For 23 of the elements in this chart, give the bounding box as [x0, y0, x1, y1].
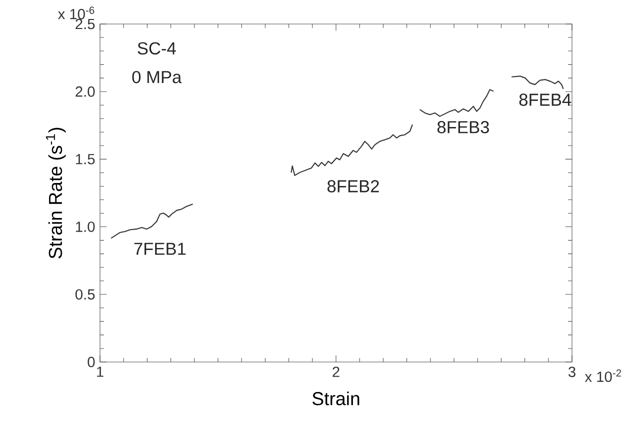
annotation: 0 MPa — [132, 70, 182, 84]
text: x 10$^{-6}$ — [58, 6, 94, 20]
y-tick-label: 1.5 — [76, 154, 95, 164]
series-label: 7FEB1 — [134, 242, 186, 255]
series-label: 8FEB3 — [437, 121, 489, 134]
y-axis-title: Strain Rate (s$^{-1}$) — [46, 128, 66, 258]
y-tick-label: 2.5 — [76, 18, 95, 30]
y-tick-label: 2.0 — [76, 86, 95, 97]
text: x 10$^{-2}$ — [584, 369, 622, 382]
series-label: 8FEB4 — [519, 94, 572, 106]
annotation: SC-4 — [138, 42, 176, 54]
line-series — [511, 76, 564, 90]
line-series — [110, 204, 194, 239]
x-tick-label: 2 — [332, 366, 340, 377]
series-label: 8FEB2 — [327, 180, 379, 192]
x-tick-label: 3 — [568, 366, 576, 378]
x-tick-label: 1 — [97, 366, 104, 377]
line-series — [290, 124, 414, 176]
line-series — [419, 89, 494, 117]
y-tick-label: 1.0 — [76, 222, 95, 232]
y-tick-label: 0.5 — [75, 289, 95, 300]
y-tick-label: 0 — [88, 356, 95, 368]
x-axis-title: Strain — [312, 392, 360, 406]
